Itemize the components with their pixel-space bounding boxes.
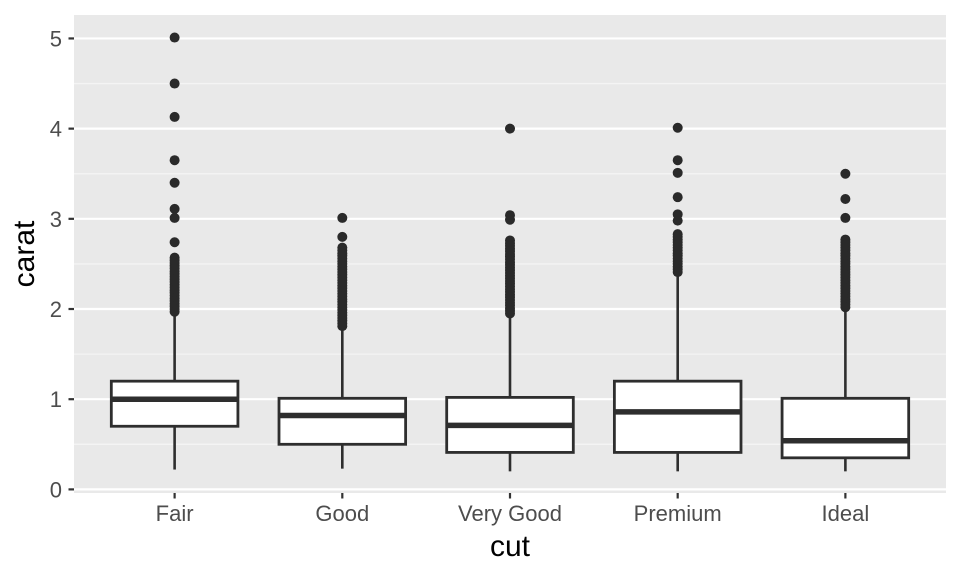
- x-tick-label: Fair: [156, 501, 194, 526]
- outlier-point: [169, 32, 180, 43]
- outlier-point: [840, 168, 851, 179]
- x-tick-label: Good: [315, 501, 369, 526]
- y-tick-label: 3: [50, 207, 62, 232]
- x-tick-label: Premium: [634, 501, 722, 526]
- outlier-point: [169, 111, 180, 122]
- y-axis-title: carat: [8, 220, 41, 288]
- outlier-point: [672, 215, 683, 226]
- iqr-box: [780, 396, 911, 460]
- outlier-point: [169, 203, 180, 214]
- outlier-point: [672, 155, 683, 166]
- outlier-point: [505, 123, 515, 134]
- box-group-fair: [109, 32, 240, 470]
- y-tick-label: 2: [50, 297, 62, 322]
- outlier-point: [840, 302, 851, 313]
- outlier-point: [337, 321, 348, 332]
- outlier-point: [169, 212, 180, 223]
- x-axis-title: cut: [489, 530, 531, 563]
- outlier-point: [169, 306, 180, 317]
- outlier-point: [672, 267, 683, 278]
- box-group-ideal: [780, 168, 911, 472]
- outlier-point: [337, 212, 348, 223]
- box-group-premium: [612, 122, 743, 472]
- y-tick-label: 0: [50, 477, 62, 502]
- outlier-point: [505, 214, 515, 225]
- outlier-point: [169, 237, 180, 248]
- iqr-box: [109, 379, 240, 428]
- y-tick-label: 1: [50, 387, 62, 412]
- outlier-point: [169, 155, 180, 166]
- y-tick-label: 5: [50, 26, 62, 51]
- box-group-very-good: [445, 123, 575, 472]
- iqr-box: [277, 396, 408, 446]
- outlier-point: [840, 212, 851, 223]
- outlier-point: [169, 177, 180, 188]
- outlier-point: [672, 192, 683, 203]
- outlier-point: [337, 231, 348, 242]
- outlier-point: [840, 193, 851, 204]
- x-tick-label: Ideal: [822, 501, 870, 526]
- box-group-good: [277, 212, 408, 469]
- outlier-point: [672, 122, 683, 133]
- outlier-point: [672, 167, 683, 178]
- outlier-point: [169, 78, 180, 89]
- y-tick-label: 4: [50, 117, 62, 142]
- x-tick-label: Very Good: [458, 501, 562, 526]
- outlier-point: [505, 308, 515, 319]
- iqr-box: [612, 379, 743, 454]
